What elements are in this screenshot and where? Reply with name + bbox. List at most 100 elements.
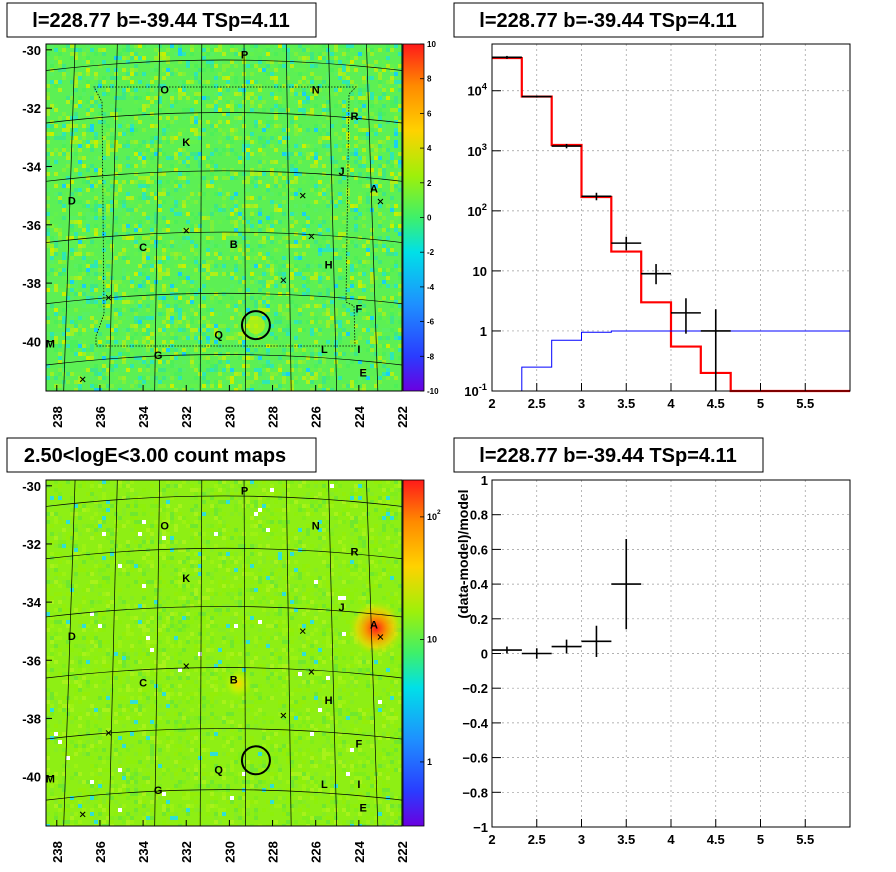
map-pixel xyxy=(250,60,254,64)
map-pixel xyxy=(114,340,118,344)
map-pixel xyxy=(346,260,350,264)
map-pixel xyxy=(106,212,110,216)
map-pixel xyxy=(86,268,90,272)
map-pixel xyxy=(186,140,190,144)
map-pixel xyxy=(234,268,238,272)
map-pixel xyxy=(186,232,190,236)
map-pixel xyxy=(142,348,146,352)
map-pixel xyxy=(218,72,222,76)
map-pixel xyxy=(150,532,154,536)
map-pixel xyxy=(346,188,350,192)
map-pixel xyxy=(346,96,350,100)
map-pixel xyxy=(162,268,166,272)
map-pixel xyxy=(386,96,390,100)
map-pixel xyxy=(226,592,230,596)
map-pixel xyxy=(110,336,114,340)
map-pixel xyxy=(206,588,210,592)
map-pixel xyxy=(394,560,398,564)
map-pixel xyxy=(254,516,258,520)
colorbar-tick-label: -6 xyxy=(427,318,435,327)
map-pixel xyxy=(186,348,190,352)
map-pixel xyxy=(358,160,362,164)
map-pixel xyxy=(214,80,218,84)
map-pixel xyxy=(118,560,122,564)
map-pixel xyxy=(74,548,78,552)
map-pixel xyxy=(82,544,86,548)
map-pixel xyxy=(322,524,326,528)
map-pixel xyxy=(58,516,62,520)
map-pixel xyxy=(362,108,366,112)
map-pixel xyxy=(370,276,374,280)
map-pixel xyxy=(302,112,306,116)
map-pixel xyxy=(194,268,198,272)
map-pixel xyxy=(278,536,282,540)
map-pixel xyxy=(166,516,170,520)
map-pixel xyxy=(166,128,170,132)
map-pixel xyxy=(234,200,238,204)
map-pixel xyxy=(162,276,166,280)
map-pixel xyxy=(170,252,174,256)
map-pixel xyxy=(294,144,298,148)
map-pixel xyxy=(222,292,226,296)
map-pixel xyxy=(178,312,182,316)
map-pixel xyxy=(170,288,174,292)
map-pixel xyxy=(86,216,90,220)
map-pixel xyxy=(266,120,270,124)
map-pixel xyxy=(130,280,134,284)
map-pixel xyxy=(114,228,118,232)
map-pixel xyxy=(262,316,266,320)
map-pixel xyxy=(86,144,90,148)
colorbar-tick-label: -2 xyxy=(427,248,435,257)
map-pixel xyxy=(378,552,382,556)
map-pixel xyxy=(338,228,342,232)
map-pixel xyxy=(130,488,134,492)
map-pixel xyxy=(342,200,346,204)
map-pixel xyxy=(354,388,358,391)
map-pixel xyxy=(282,164,286,168)
map-pixel xyxy=(114,124,118,128)
map-pixel xyxy=(162,376,166,380)
map-pixel xyxy=(78,96,82,100)
map-pixel xyxy=(214,124,218,128)
map-pixel xyxy=(82,304,86,308)
map-pixel xyxy=(210,504,214,508)
map-pixel xyxy=(74,264,78,268)
map-pixel xyxy=(362,368,366,372)
map-pixel xyxy=(298,124,302,128)
map-pixel xyxy=(154,380,158,384)
map-pixel xyxy=(58,532,62,536)
map-pixel xyxy=(330,160,334,164)
map-pixel xyxy=(242,140,246,144)
map-pixel xyxy=(178,572,182,576)
map-pixel xyxy=(142,256,146,260)
map-pixel xyxy=(386,252,390,256)
map-pixel xyxy=(266,268,270,272)
map-pixel xyxy=(206,44,210,48)
map-pixel xyxy=(234,176,238,180)
map-pixel xyxy=(390,508,394,512)
map-pixel xyxy=(306,320,310,324)
map-pixel xyxy=(246,492,250,496)
map-pixel xyxy=(246,380,250,384)
map-pixel xyxy=(382,372,386,376)
map-pixel xyxy=(194,560,198,564)
map-pixel xyxy=(178,256,182,260)
map-pixel xyxy=(210,532,214,536)
map-pixel xyxy=(242,324,246,328)
map-pixel xyxy=(106,384,110,388)
map-pixel xyxy=(166,220,170,224)
map-pixel xyxy=(282,264,286,268)
map-pixel xyxy=(210,260,214,264)
map-pixel xyxy=(246,228,250,232)
map-pixel xyxy=(250,532,254,536)
map-pixel xyxy=(294,336,298,340)
map-pixel xyxy=(374,276,378,280)
map-pixel xyxy=(106,208,110,212)
map-pixel xyxy=(314,612,318,616)
map-pixel xyxy=(394,136,398,140)
map-pixel xyxy=(378,532,382,536)
map-pixel xyxy=(90,284,94,288)
source-label: Q xyxy=(214,330,223,342)
map-pixel xyxy=(86,104,90,108)
map-pixel xyxy=(314,328,318,332)
